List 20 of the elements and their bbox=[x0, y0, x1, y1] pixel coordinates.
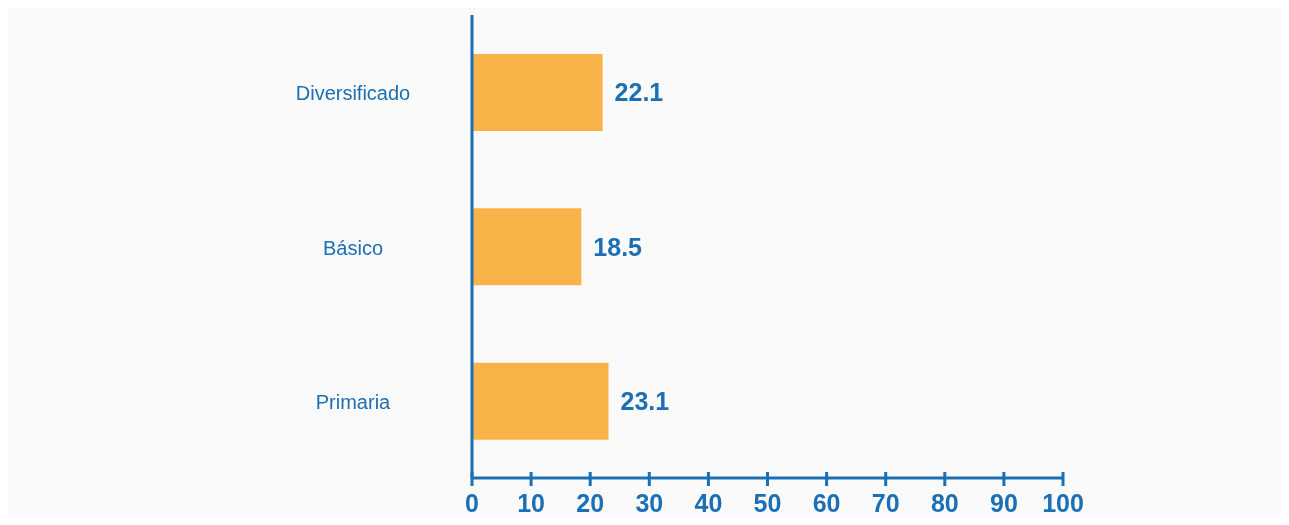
y-tick-label: Básico bbox=[322, 236, 384, 259]
x-tick-label: 70 bbox=[871, 489, 900, 517]
x-tick-label: 80 bbox=[930, 489, 959, 517]
data-label: 18.5 bbox=[593, 232, 643, 261]
bar bbox=[472, 208, 582, 286]
bar bbox=[472, 362, 609, 440]
y-tick-label: Diversificado bbox=[295, 82, 411, 105]
bar bbox=[472, 54, 603, 131]
x-tick-label: 100 bbox=[1042, 489, 1084, 517]
x-tick-label: 40 bbox=[694, 489, 723, 517]
data-label: 22.1 bbox=[614, 78, 664, 107]
data-label: 23.1 bbox=[620, 387, 670, 416]
x-tick-label: 50 bbox=[753, 489, 782, 517]
y-tick-label: Primaria bbox=[315, 390, 392, 413]
x-tick-label: 0 bbox=[465, 489, 479, 517]
x-tick-label: 30 bbox=[635, 489, 664, 517]
x-tick-label: 20 bbox=[576, 489, 605, 517]
x-tick-label: 90 bbox=[989, 489, 1018, 517]
x-tick-label: 10 bbox=[517, 489, 546, 517]
x-tick-label: 60 bbox=[812, 489, 841, 517]
